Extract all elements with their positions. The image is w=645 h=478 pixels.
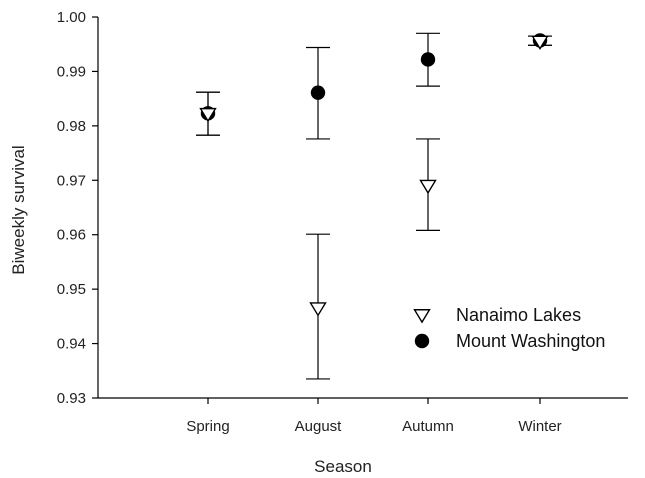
legend-label: Mount Washington [456, 331, 605, 351]
y-tick-label: 0.94 [57, 336, 86, 353]
legend-marker-nanaimo-lakes [413, 309, 431, 324]
x-axis-title: Season [314, 457, 372, 476]
y-tick-label: 0.93 [57, 390, 86, 407]
y-tick-label: 1.00 [57, 9, 86, 26]
y-tick-label: 0.96 [57, 227, 86, 244]
point-nanaimo-lakes [531, 35, 549, 50]
legend: Nanaimo Lakes Mount Washington [413, 305, 605, 351]
x-tick-label: August [295, 418, 343, 435]
point-nanaimo-lakes [309, 302, 327, 317]
x-tick-label: Autumn [402, 418, 454, 435]
x-tick-label: Spring [186, 418, 229, 435]
y-tick-label: 0.97 [57, 172, 86, 189]
y-tick-label: 0.95 [57, 281, 86, 298]
y-axis-title: Biweekly survival [9, 145, 28, 274]
y-tick-label: 0.99 [57, 63, 86, 80]
y-axis-ticks: 0.93 0.94 0.95 0.96 0.97 0.98 0.99 1.00 [57, 9, 98, 407]
x-tick-label: Winter [518, 418, 561, 435]
legend-label: Nanaimo Lakes [456, 305, 581, 325]
x-axis-ticks: Spring August Autumn Winter [186, 398, 562, 435]
point-mount-washington [420, 52, 436, 67]
y-tick-label: 0.98 [57, 118, 86, 135]
point-nanaimo-lakes [199, 107, 217, 123]
legend-marker-mount-washington [414, 333, 430, 349]
data-marks [196, 32, 552, 380]
point-mount-washington [310, 85, 326, 100]
point-nanaimo-lakes [419, 179, 437, 195]
